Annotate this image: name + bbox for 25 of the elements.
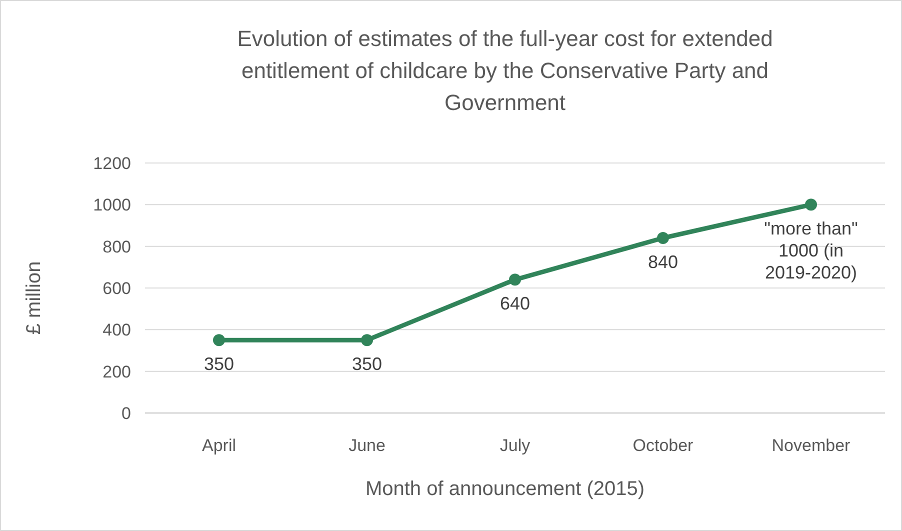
- data-label: 350: [204, 354, 234, 374]
- point: [361, 334, 373, 346]
- y-tick-label: 200: [102, 362, 131, 382]
- chart-title: Evolution of estimates of the full-year cost for extended entitlement of childcare by the Conservative Party and Government: [237, 26, 773, 115]
- y-tick-label: 800: [102, 237, 131, 256]
- point: [213, 334, 225, 346]
- y-tick-label: 1000: [93, 196, 131, 215]
- y-tick-label: 400: [102, 320, 131, 340]
- data-label: 840: [648, 252, 678, 272]
- data-label: 640: [500, 294, 530, 314]
- point: [657, 232, 669, 244]
- y-tick-label: 0: [122, 404, 131, 423]
- x-tick-label: November: [772, 436, 851, 455]
- x-tick-label: October: [632, 436, 694, 455]
- data-label: "more than" 1000 (in 2019-2020): [764, 218, 858, 283]
- x-tick-label: June: [348, 436, 386, 455]
- y-axis-title: £ million: [23, 261, 45, 335]
- point: [509, 274, 521, 286]
- point: [805, 198, 817, 211]
- x-tick-label: April: [202, 436, 236, 455]
- y-tick-label: 600: [102, 279, 131, 298]
- x-tick-label: July: [500, 436, 531, 455]
- y-tick-label: 1200: [93, 154, 131, 173]
- data-label: 350: [352, 354, 382, 374]
- x-axis-title: Month of announcement (2015): [365, 478, 645, 500]
